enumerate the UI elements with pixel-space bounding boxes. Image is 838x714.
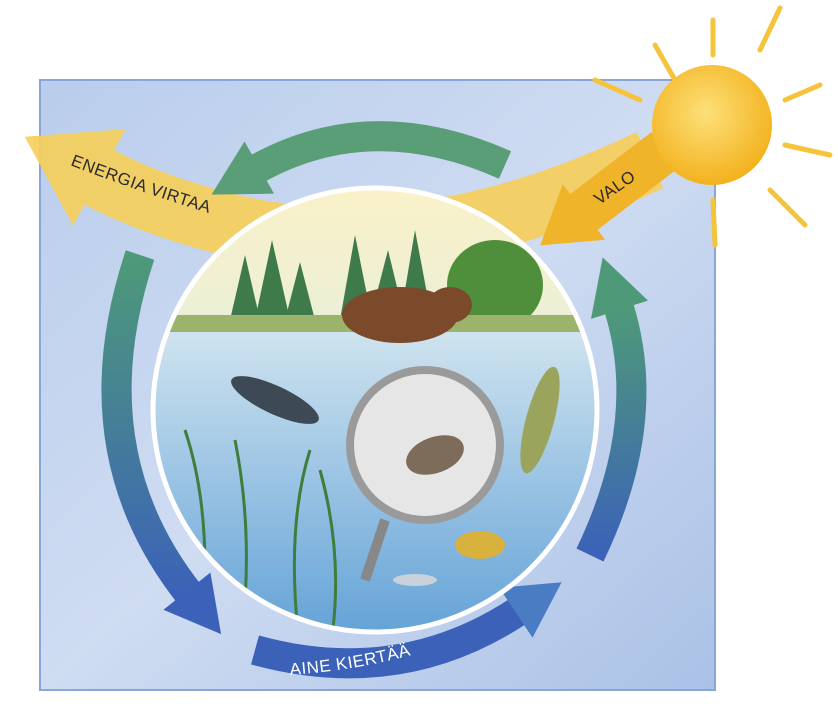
sun bbox=[652, 65, 772, 185]
diagram: ENERGIA VIRTAA AINE KIERTÄÄ VALO bbox=[0, 0, 838, 714]
page: ENERGIA VIRTAA AINE KIERTÄÄ VALO bbox=[0, 0, 838, 714]
